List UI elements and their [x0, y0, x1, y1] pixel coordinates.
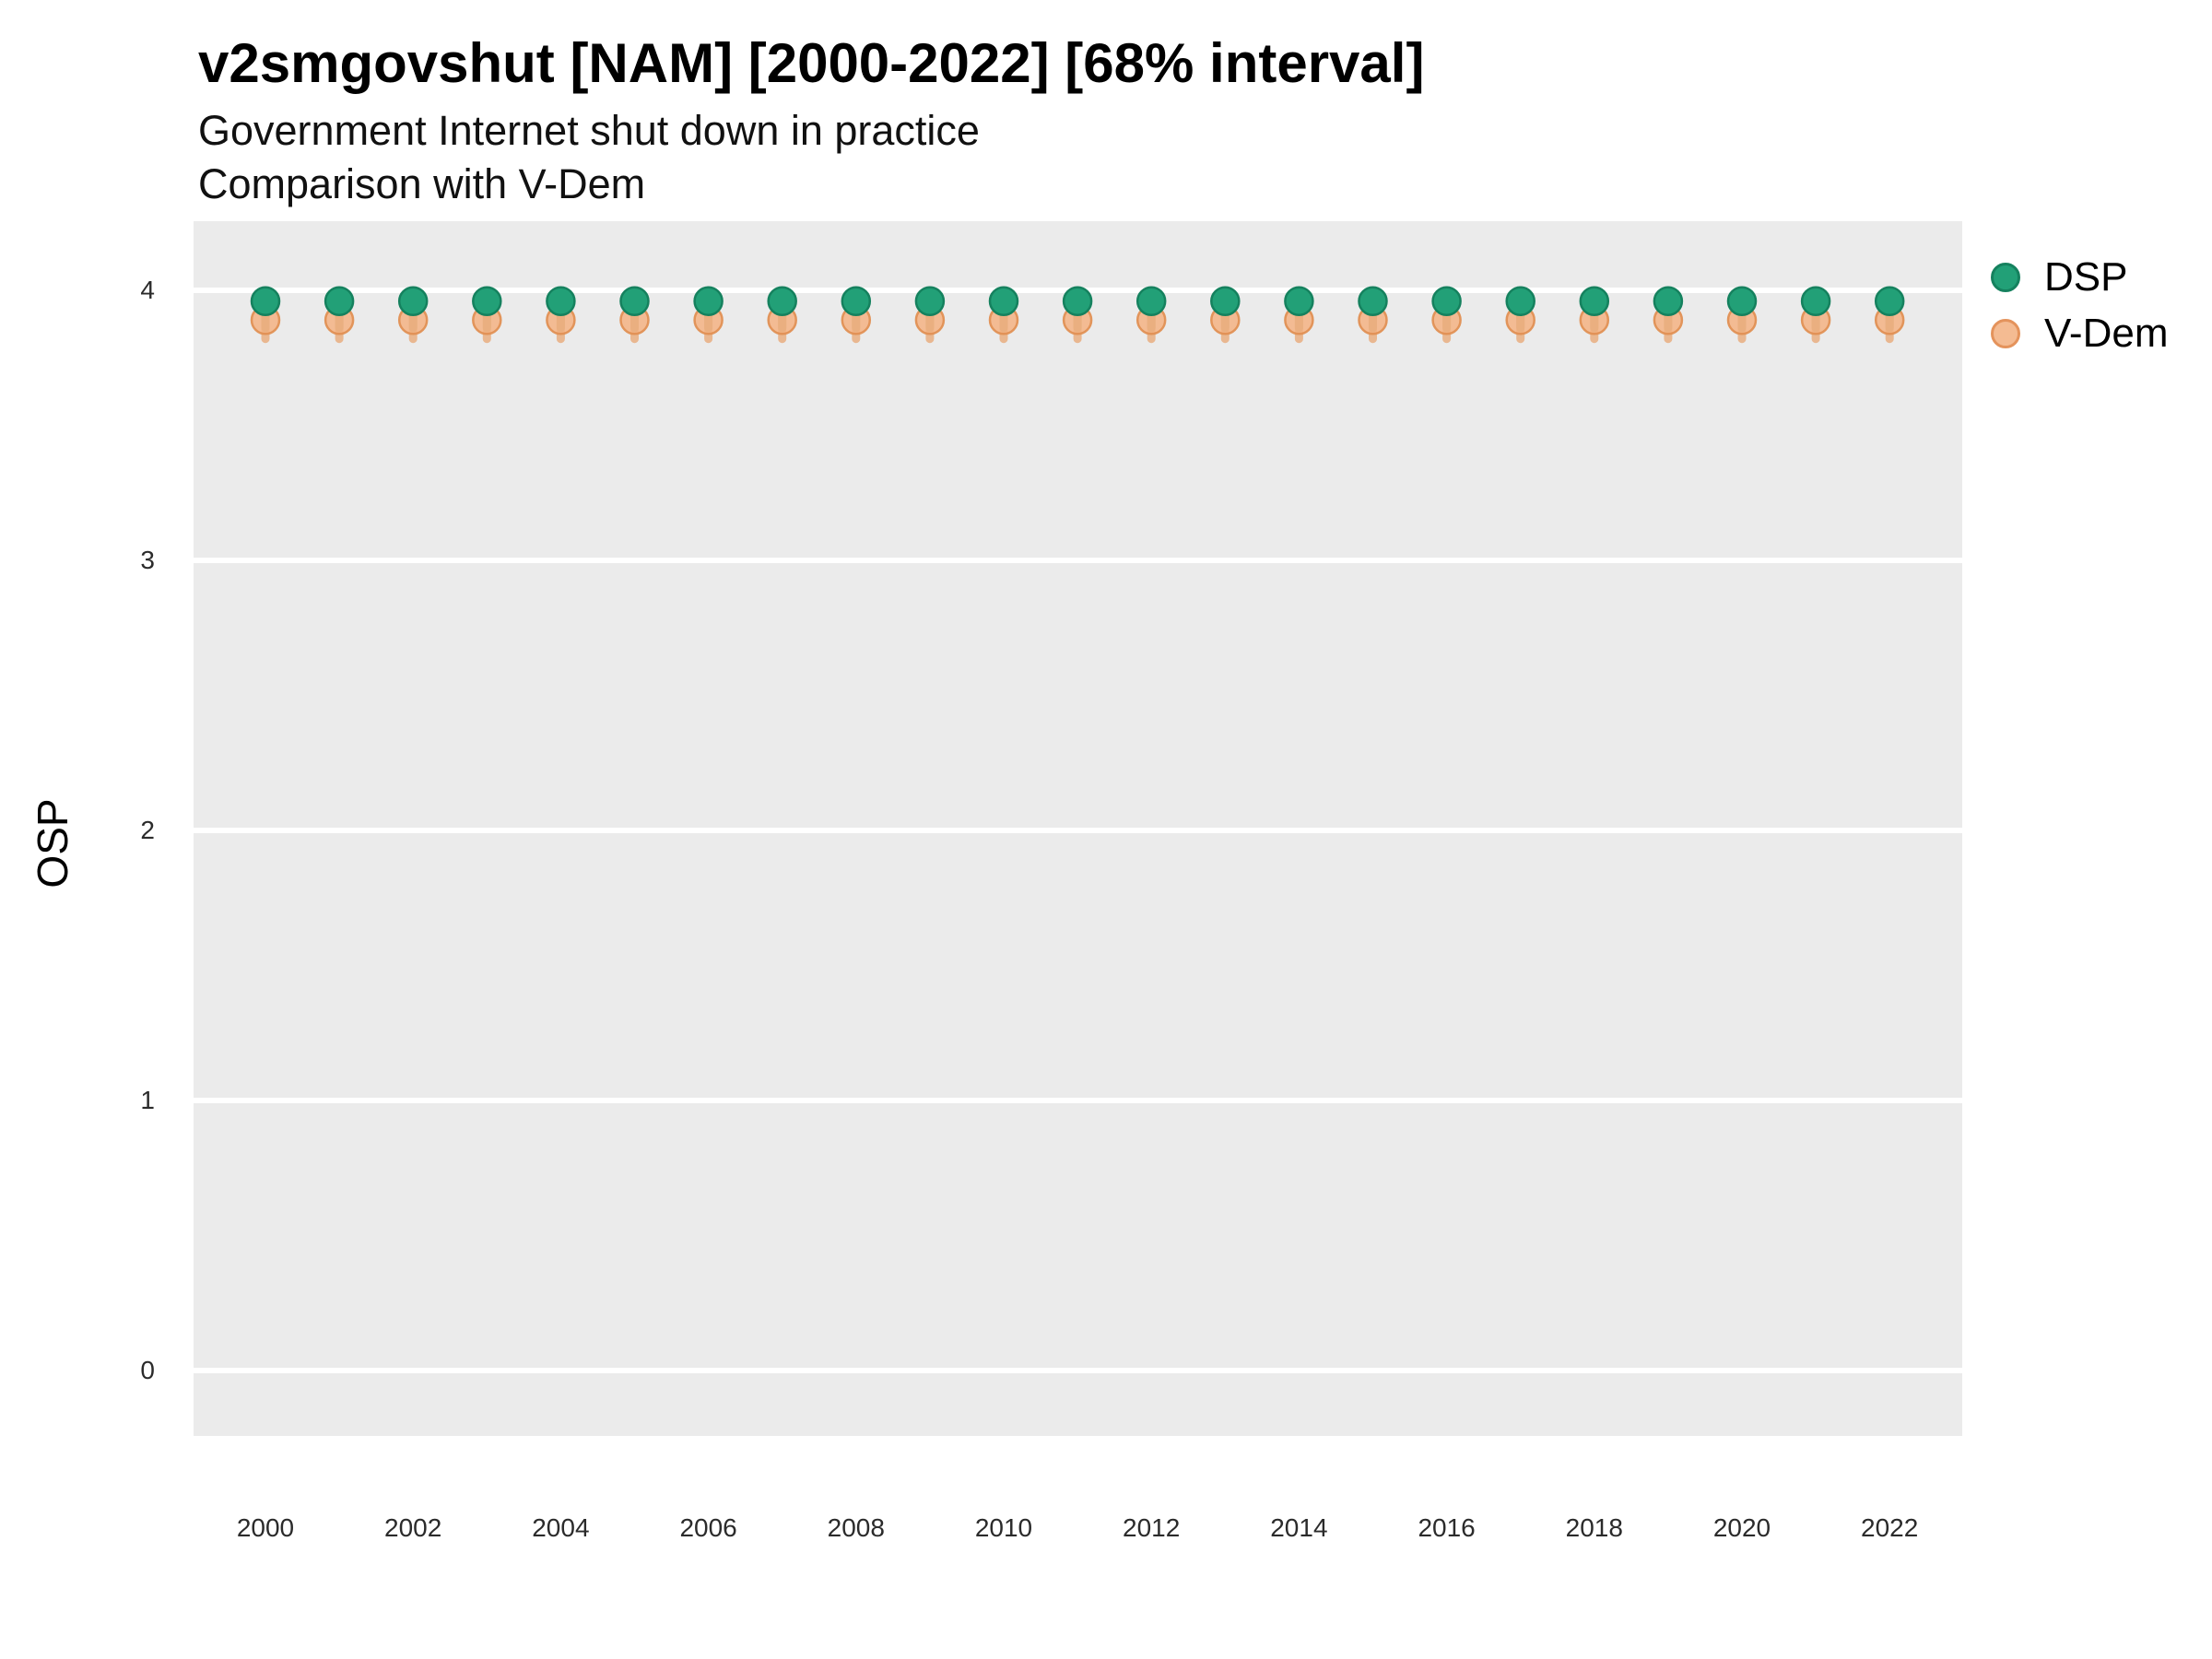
gridline-y-3	[194, 558, 1962, 563]
gridline-y-1	[194, 1098, 1962, 1103]
legend-item-vdem: V-Dem	[1991, 311, 2168, 356]
x-tick-label-2008: 2008	[827, 1513, 885, 1542]
dsp-point-2013	[1210, 286, 1241, 316]
dsp-point-2020	[1726, 286, 1758, 316]
legend-label-vdem: V-Dem	[2044, 311, 2169, 356]
y-tick-label-4: 4	[140, 276, 155, 304]
legend-label-dsp: DSP	[2044, 254, 2128, 300]
x-tick-label-2000: 2000	[236, 1513, 295, 1542]
dsp-point-2003	[472, 286, 502, 316]
x-tick-label-2016: 2016	[1418, 1513, 1476, 1542]
chart-title: v2smgovshut [NAM] [2000-2022] [68% inter…	[198, 32, 1425, 94]
x-tick-label-2012: 2012	[1123, 1513, 1181, 1542]
x-tick-label-2006: 2006	[679, 1513, 737, 1542]
dsp-point-2017	[1505, 286, 1535, 316]
x-tick-label-2014: 2014	[1270, 1513, 1328, 1542]
dsp-point-2012	[1135, 286, 1167, 316]
y-tick-label-3: 3	[140, 546, 155, 574]
dsp-point-2000	[250, 286, 281, 316]
dsp-point-2010	[988, 286, 1019, 316]
y-tick-label-1: 1	[140, 1086, 155, 1114]
dsp-point-2016	[1431, 286, 1462, 316]
x-tick-label-2022: 2022	[1861, 1513, 1919, 1542]
x-tick-label-2002: 2002	[384, 1513, 442, 1542]
dsp-point-2022	[1874, 286, 1905, 316]
dsp-point-2014	[1284, 286, 1314, 316]
dsp-point-2018	[1579, 286, 1610, 316]
dsp-legend-dot-icon	[1991, 263, 2020, 292]
gridline-y-2	[194, 828, 1962, 833]
dsp-point-2001	[324, 286, 355, 316]
dsp-point-2008	[841, 286, 872, 316]
legend: DSP V-Dem	[1991, 254, 2168, 356]
dsp-point-2011	[1062, 286, 1093, 316]
dsp-point-2009	[914, 286, 946, 316]
chart-subtitle: Government Internet shut down in practic…	[198, 107, 980, 154]
dsp-point-2015	[1358, 286, 1388, 316]
dsp-point-2006	[693, 286, 724, 316]
x-tick-label-2010: 2010	[974, 1513, 1033, 1542]
chart-subtitle-comparison: Comparison with V-Dem	[198, 160, 646, 207]
dsp-point-2002	[397, 286, 429, 316]
x-tick-label-2018: 2018	[1565, 1513, 1623, 1542]
y-tick-label-2: 2	[140, 816, 155, 844]
y-tick-label-0: 0	[140, 1356, 155, 1384]
legend-item-dsp: DSP	[1991, 254, 2168, 300]
dsp-point-2021	[1800, 286, 1831, 316]
data-points-layer	[250, 286, 1905, 344]
vdem-legend-dot-icon	[1991, 319, 2020, 348]
dsp-point-2004	[546, 286, 576, 316]
dsp-point-2005	[619, 286, 650, 316]
x-tick-label-2020: 2020	[1712, 1513, 1771, 1542]
gridline-y-0	[194, 1368, 1962, 1373]
x-tick-label-2004: 2004	[532, 1513, 590, 1542]
dsp-point-2007	[767, 286, 797, 316]
dsp-point-2019	[1653, 286, 1684, 316]
plot-panel	[194, 221, 1962, 1436]
